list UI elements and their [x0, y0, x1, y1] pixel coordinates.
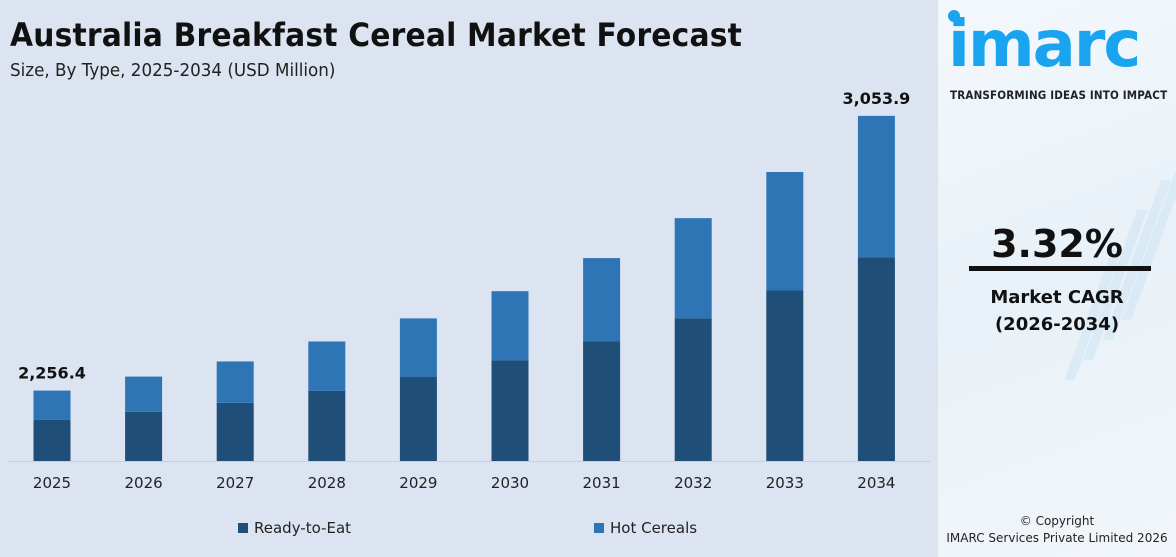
bar-hot-cereals-2025: [33, 390, 71, 420]
chart-title: Australia Breakfast Cereal Market Foreca…: [10, 16, 743, 54]
bar-ready-to-eat-2032: [674, 318, 712, 461]
imarc-logo: imarc: [948, 8, 1141, 82]
chart-subtitle: Size, By Type, 2025-2034 (USD Million): [10, 60, 336, 81]
logo-tagline: TRANSFORMING IDEAS INTO IMPACT: [950, 88, 1168, 102]
legend-label: Hot Cereals: [610, 519, 698, 537]
bar-hot-cereals-2033: [766, 171, 804, 291]
x-tick-label: 2031: [583, 474, 621, 492]
data-label-2025: 2,256.4: [18, 364, 86, 383]
bar-ready-to-eat-2027: [216, 402, 254, 461]
cagr-divider: [969, 266, 1151, 271]
info-panel: imarc TRANSFORMING IDEAS INTO IMPACT 3.3…: [938, 0, 1176, 557]
bar-ready-to-eat-2031: [583, 341, 621, 461]
x-tick-label: 2029: [399, 474, 437, 492]
cagr-label: Market CAGR (2026-2034): [938, 284, 1176, 338]
bar-hot-cereals-2032: [674, 218, 712, 319]
x-tick-label: 2030: [491, 474, 529, 492]
legend-item-ready-to-eat: Ready-to-Eat: [238, 519, 351, 537]
legend-item-hot-cereals: Hot Cereals: [594, 519, 697, 537]
x-tick-label: 2025: [33, 474, 71, 492]
cagr-period: (2026-2034): [994, 314, 1120, 335]
legend-label: Ready-to-Eat: [254, 519, 352, 537]
bar-hot-cereals-2026: [125, 376, 163, 412]
data-label-2034: 3,053.9: [842, 89, 910, 108]
copyright-symbol: © Copyright: [1019, 514, 1095, 528]
legend-swatch: [594, 523, 604, 533]
bar-hot-cereals-2030: [491, 291, 529, 361]
bar-ready-to-eat-2026: [125, 411, 163, 461]
bar-chart: 2025 2,256.4 2026 2027 2028 2029 2030 2031 2032 2…: [8, 89, 930, 492]
legend-swatch: [238, 523, 248, 533]
bar-ready-to-eat-2033: [766, 290, 804, 461]
bar-hot-cereals-2031: [583, 258, 621, 342]
bar-hot-cereals-2027: [216, 361, 254, 403]
bar-hot-cereals-2029: [399, 318, 437, 377]
bar-ready-to-eat-2028: [308, 390, 346, 461]
copyright: © Copyright IMARC Services Private Limit…: [938, 513, 1176, 547]
bar-ready-to-eat-2030: [491, 360, 529, 461]
logo-dot: [948, 10, 960, 22]
x-tick-label: 2032: [674, 474, 712, 492]
bar-hot-cereals-2028: [308, 341, 346, 391]
cagr-label-text: Market CAGR: [990, 287, 1124, 308]
copyright-company: IMARC Services Private Limited 2026: [946, 531, 1168, 545]
bar-ready-to-eat-2034: [857, 257, 895, 461]
x-tick-label: 2026: [125, 474, 163, 492]
bar-ready-to-eat-2025: [33, 419, 71, 461]
cagr-value: 3.32%: [991, 222, 1123, 266]
bar-hot-cereals-2034: [857, 115, 895, 258]
x-tick-label: 2027: [216, 474, 254, 492]
x-tick-label: 2033: [766, 474, 804, 492]
bar-ready-to-eat-2029: [399, 376, 437, 461]
x-tick-label: 2034: [857, 474, 895, 492]
x-tick-label: 2028: [308, 474, 346, 492]
